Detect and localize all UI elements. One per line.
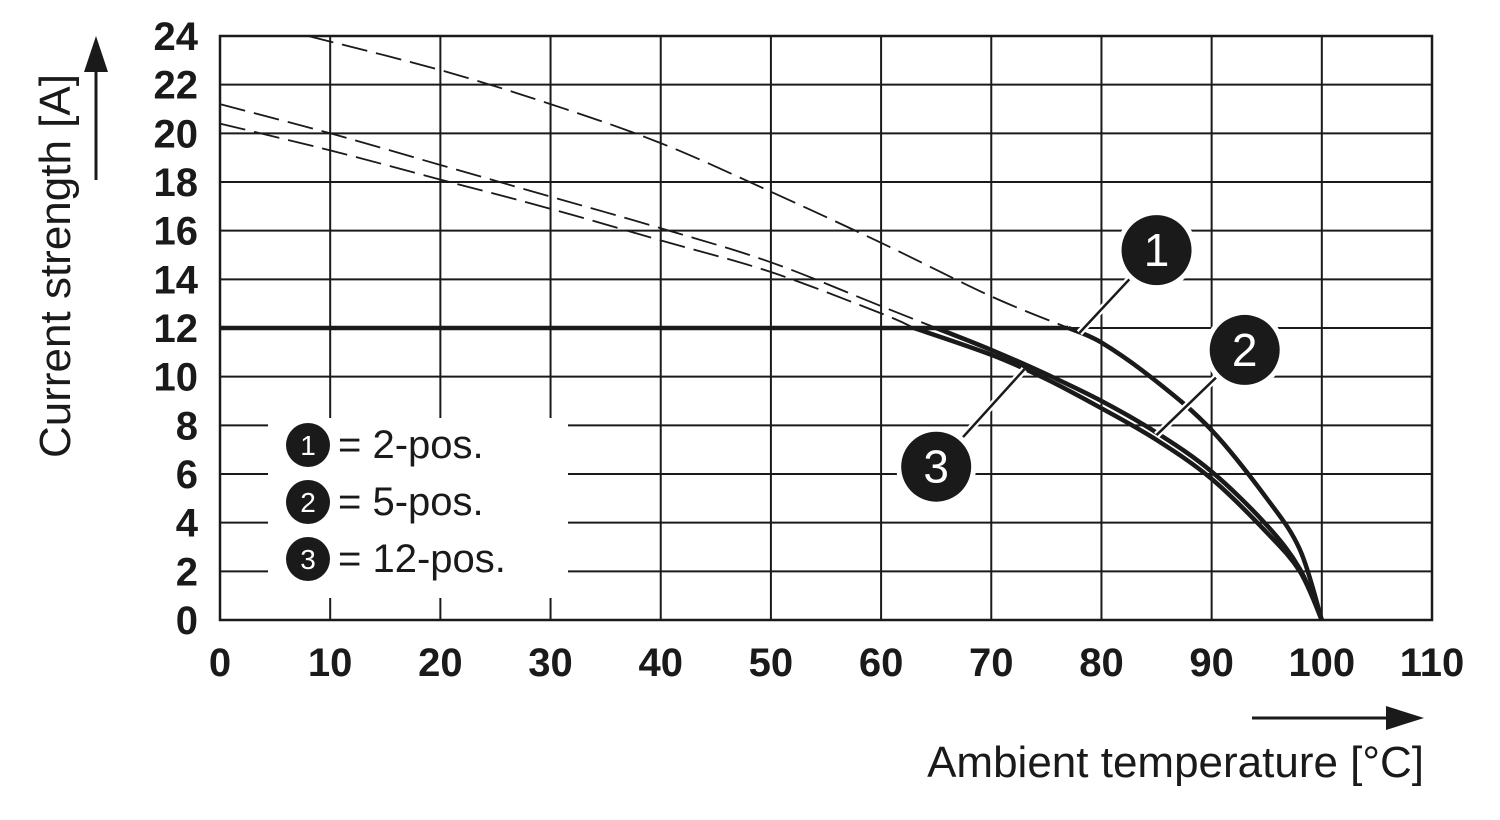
y-tick-label-5: 10 [154, 356, 199, 400]
legend-marker-3-label: 3 [300, 544, 316, 575]
callout-leader-1 [1078, 277, 1132, 334]
y-tick-label-7: 14 [154, 258, 199, 302]
legend-entry-3-text: = 12-pos. [338, 537, 506, 581]
callout-marker-2-icon [1209, 314, 1280, 385]
legend-entry-1: 1 = 2-pos. [286, 423, 484, 467]
y-axis-arrow-icon [84, 36, 108, 180]
x-tick-label-9: 90 [1189, 641, 1234, 685]
x-tick-label-1: 10 [308, 641, 353, 685]
y-tick-label-1: 2 [176, 550, 198, 594]
y-tick-label-12: 24 [154, 15, 199, 59]
x-tick-label-2: 20 [418, 641, 463, 685]
x-tick-label-0: 0 [209, 641, 231, 685]
legend-marker-2-label: 2 [300, 487, 316, 518]
legend-entry-2: 2 = 5-pos. [286, 480, 484, 524]
y-tick-label-3: 6 [176, 453, 198, 497]
legend-marker-2-icon [286, 480, 330, 524]
extrapolation-curve-1 [307, 35, 1069, 329]
legend-marker-3-icon [286, 537, 330, 581]
callout-marker-3-icon [901, 431, 972, 502]
callout-marker-1-icon [1121, 215, 1192, 286]
legend-entry-1-text: = 2-pos. [338, 423, 484, 467]
x-tick-label-5: 50 [749, 641, 794, 685]
y-axis-label: Current strength [A] [31, 74, 80, 458]
y-tick-label-4: 8 [176, 404, 198, 448]
x-axis-arrow-icon [1252, 706, 1424, 730]
extrapolation-curve-2 [219, 103, 937, 329]
derating-curve-1 [1067, 325, 1324, 621]
chart-grid [218, 34, 1434, 622]
x-tick-label-6: 60 [859, 641, 904, 685]
y-tick-label-6: 12 [154, 307, 199, 351]
x-tick-label-7: 70 [969, 641, 1014, 685]
x-tick-labels: 0 10 20 30 40 50 60 70 80 90 100 110 [209, 641, 1464, 685]
x-tick-label-4: 40 [638, 641, 683, 685]
callout-leader-2 [1155, 375, 1219, 436]
y-tick-label-2: 4 [176, 502, 199, 546]
legend-marker-1-icon [286, 423, 330, 467]
callout-label-3: 3 [923, 441, 949, 493]
x-axis-label: Ambient temperature [°C] [927, 738, 1424, 787]
extrapolation-curves [219, 35, 1069, 329]
y-tick-label-9: 18 [154, 161, 199, 205]
y-tick-label-11: 22 [154, 64, 199, 108]
legend-marker-1-label: 1 [300, 430, 316, 461]
y-tick-label-0: 0 [176, 599, 198, 643]
y-tick-label-8: 16 [154, 210, 199, 254]
callout-label-2: 2 [1232, 324, 1258, 376]
legend: 1 = 2-pos. 2 = 5-pos. 3 = 12-pos. [268, 418, 568, 598]
curve-callouts: 1 2 3 [896, 210, 1285, 507]
extrapolation-curve-3 [219, 122, 915, 329]
y-tick-label-10: 20 [154, 112, 199, 156]
derating-curve-3 [913, 325, 1324, 621]
callout-label-1: 1 [1144, 224, 1170, 276]
x-tick-label-10: 100 [1288, 641, 1355, 685]
x-tick-label-11: 110 [1400, 641, 1465, 685]
legend-entry-2-text: = 5-pos. [338, 480, 484, 524]
x-tick-label-3: 30 [528, 641, 573, 685]
callout-leader-3 [960, 368, 1026, 440]
legend-entry-3: 3 = 12-pos. [286, 537, 506, 581]
x-tick-label-8: 80 [1079, 641, 1124, 685]
